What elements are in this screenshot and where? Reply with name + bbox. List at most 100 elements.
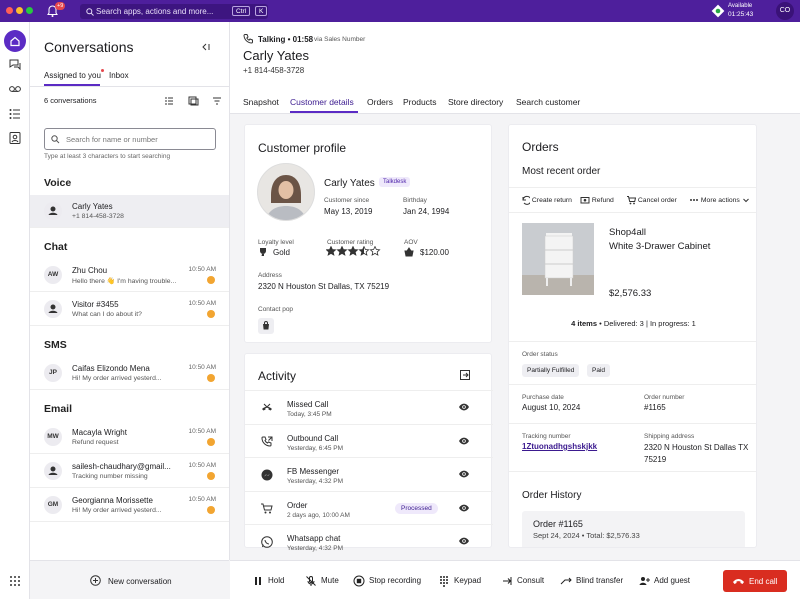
star <box>358 246 370 256</box>
purchase-date: August 10, 2024 <box>522 403 581 412</box>
action-icon <box>627 196 637 205</box>
view-button[interactable] <box>458 469 470 479</box>
person-icon <box>48 466 58 475</box>
call-control[interactable]: Consult <box>501 575 544 587</box>
order-action[interactable]: Refund <box>580 195 614 205</box>
conversation-item[interactable]: Carly Yates +1 814-458-3728 <box>30 195 229 228</box>
window-minimize[interactable] <box>16 7 23 14</box>
window-maximize[interactable] <box>26 7 33 14</box>
activity-item[interactable]: Missed Call Today, 3:45 PM <box>245 390 493 423</box>
nav-home[interactable] <box>4 30 26 52</box>
activity-item[interactable]: FB Messenger Yesterday, 4:32 PM <box>245 457 493 490</box>
view-button[interactable] <box>458 536 470 546</box>
pending-indicator <box>207 438 215 446</box>
activity-title: Whatsapp chat <box>287 534 341 543</box>
divider <box>30 560 229 561</box>
history-item[interactable]: Order #1165 Sept 24, 2024 • Total: $2,57… <box>522 511 745 547</box>
new-conversation[interactable]: New conversation <box>108 577 172 586</box>
nav-apps[interactable] <box>9 575 21 587</box>
tab[interactable]: Products <box>403 97 437 107</box>
star <box>369 246 381 256</box>
tab[interactable]: Search customer <box>516 97 581 107</box>
nav-chat[interactable] <box>8 57 22 71</box>
call-via: via Sales Number <box>314 36 366 43</box>
divider <box>509 212 756 213</box>
rating-label: Customer rating <box>327 239 374 246</box>
status-icon[interactable] <box>711 4 725 18</box>
tab-assigned[interactable]: Assigned to you <box>44 71 101 80</box>
call-control[interactable]: Mute <box>305 575 339 587</box>
tracking-label: Tracking number <box>522 433 571 440</box>
window-close[interactable] <box>6 7 13 14</box>
search-placeholder: Search for name or number <box>66 135 158 144</box>
panel-title: Conversations <box>44 39 134 55</box>
activity-time: Yesterday, 4:32 PM <box>287 478 344 485</box>
tab-inbox[interactable]: Inbox <box>109 71 129 80</box>
divider <box>509 384 756 385</box>
conversations-panel: Conversations Assigned to you Inbox 6 co… <box>30 22 230 586</box>
search-icon <box>86 8 94 16</box>
action-icon <box>580 197 590 204</box>
conversation-item[interactable]: JP Caifas Elizondo Mena Hi! My order arriv… <box>30 357 229 390</box>
order-action[interactable]: More actions <box>689 195 750 205</box>
activity-icon <box>261 436 273 447</box>
order-action[interactable]: Cancel order <box>626 195 677 205</box>
tab[interactable]: Store directory <box>448 97 504 107</box>
conversation-item[interactable]: AW Zhu Chou Hello there 👋 I'm having troub… <box>30 259 229 292</box>
avatar <box>44 462 62 480</box>
user-avatar[interactable]: CO <box>776 2 794 20</box>
search-input[interactable]: Search for name or number <box>44 128 216 150</box>
activity-item[interactable]: Outbound Call Yesterday, 6:45 PM <box>245 423 493 457</box>
order-action[interactable]: Create return <box>520 195 572 205</box>
message-time: 10:50 AM <box>188 364 216 371</box>
orders-subtitle: Most recent order <box>522 166 601 177</box>
call-control[interactable]: Add guest <box>638 575 690 587</box>
call-control[interactable]: Blind transfer <box>560 575 623 587</box>
control-icon <box>503 577 512 585</box>
caller-phone: +1 814-458-3728 <box>243 66 305 75</box>
nav-voicemail[interactable] <box>8 82 22 96</box>
conversation-item[interactable]: Visitor #3455 What can I do about it? 10:5… <box>30 293 229 326</box>
open-activity[interactable] <box>460 370 470 380</box>
tab[interactable]: Snapshot <box>243 97 279 107</box>
avatar: MW <box>44 428 62 446</box>
activity-item[interactable]: Whatsapp chat Yesterday, 4:32 PM <box>245 524 493 557</box>
contact-name: Carly Yates <box>72 202 113 211</box>
contact-pop-app[interactable] <box>258 318 274 334</box>
call-control[interactable]: Stop recording <box>353 575 421 587</box>
status-badge: Processed <box>395 502 438 514</box>
loyalty-label: Loyalty level <box>258 239 294 246</box>
list-tools[interactable] <box>164 96 224 106</box>
conversation-item[interactable]: GM Georgianna Morissette Hi! My order arri… <box>30 489 229 522</box>
global-search[interactable]: Search apps, actions and more... Ctrl K <box>80 4 268 19</box>
caller-name: Carly Yates <box>243 48 309 63</box>
tab[interactable]: Customer details <box>290 97 354 107</box>
collapse-button[interactable] <box>201 42 211 52</box>
star <box>347 246 359 256</box>
search-icon <box>51 135 60 144</box>
conversation-item[interactable]: MW Macayla Wright Refund request 10:50 AM <box>30 421 229 454</box>
pending-indicator <box>207 374 215 382</box>
nav-list[interactable] <box>8 107 22 121</box>
product-price: $2,576.33 <box>609 288 652 299</box>
conversation-item[interactable]: sailesh-chaudhary@gmail... Tracking numbe… <box>30 455 229 488</box>
shop-icon <box>263 321 269 330</box>
message-time: 10:50 AM <box>188 496 216 503</box>
view-button[interactable] <box>458 503 470 513</box>
activity-item[interactable]: Order 2 days ago, 10:00 AM Processed <box>245 490 493 524</box>
tab[interactable]: Orders <box>367 97 393 107</box>
basket-icon <box>404 247 414 257</box>
shipping-label: Shipping address <box>644 433 695 440</box>
call-control[interactable]: Keypad <box>438 575 481 587</box>
call-control[interactable]: Hold <box>252 575 284 587</box>
view-button[interactable] <box>458 402 470 412</box>
notification-icon[interactable] <box>47 5 58 17</box>
field-value: Jan 24, 1994 <box>403 207 450 216</box>
end-call-button[interactable]: End call <box>723 570 787 592</box>
view-button[interactable] <box>458 436 470 446</box>
nav-contacts[interactable] <box>8 131 22 145</box>
activity-card: Activity Missed Call Today, 3:45 PM Outb… <box>244 353 493 552</box>
pending-indicator <box>207 276 215 284</box>
tracking-link[interactable]: 1Ztuonadhgshskjkk <box>522 442 598 451</box>
control-label: Blind transfer <box>576 576 624 586</box>
